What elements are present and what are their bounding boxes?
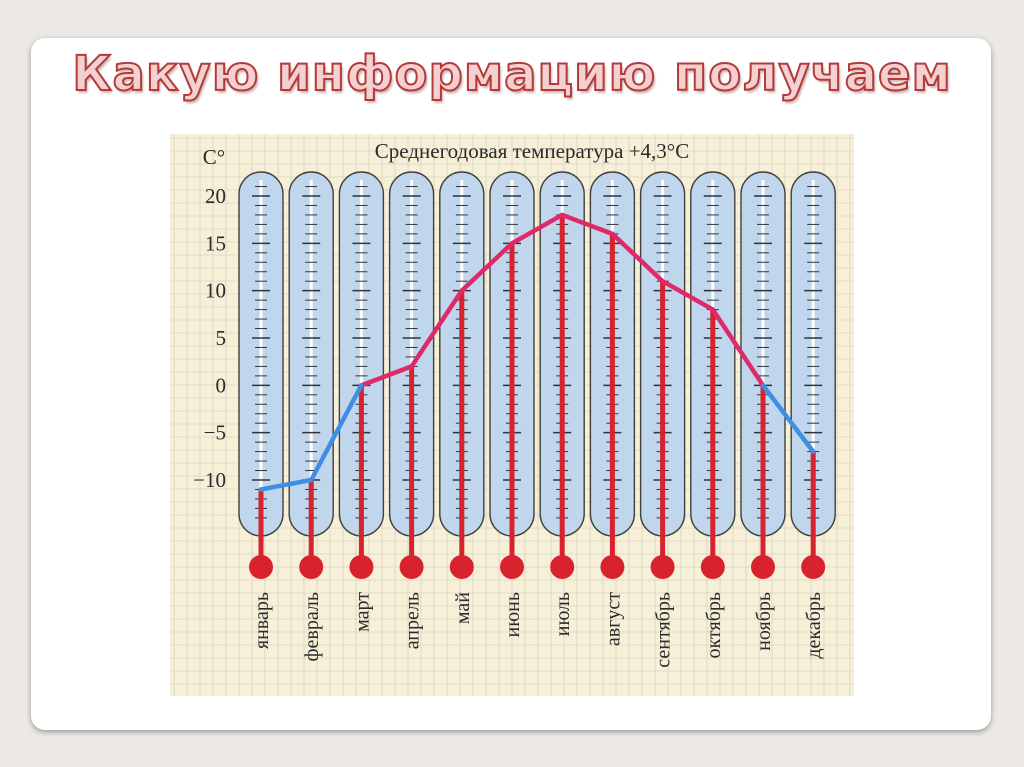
data-point: [560, 212, 565, 218]
data-point: [509, 241, 515, 246]
data-point: [710, 307, 715, 312]
data-point: [760, 383, 766, 388]
y-tick-label: −5: [204, 421, 226, 445]
chart-title: Среднегодовая температура +4,3°С: [375, 139, 689, 163]
y-axis-ticks: 20 15 10 5 0 −5 −10: [193, 184, 226, 492]
mercury-bulb: [600, 555, 625, 579]
month-label: декабрь: [803, 592, 825, 659]
y-tick-label: 0: [216, 373, 227, 397]
thermometer: [790, 171, 836, 579]
line-segment: [359, 364, 414, 388]
slide-title: Какую информацию получаем: [71, 45, 952, 103]
y-axis-label: С°: [203, 145, 225, 169]
y-tick-label: 5: [216, 326, 227, 350]
mercury-bulb: [500, 555, 524, 579]
month-label: февраль: [301, 592, 323, 661]
mercury-bulb: [399, 555, 424, 579]
data-point: [459, 288, 464, 293]
mercury-bulb: [550, 555, 575, 579]
data-point: [409, 364, 414, 369]
data-point: [610, 231, 615, 237]
data-point: [359, 383, 364, 388]
mercury-bulb: [249, 555, 273, 579]
temperature-line: [258, 212, 816, 492]
month-label: апрель: [402, 592, 424, 649]
line-segment: [308, 383, 364, 483]
mercury-bulb: [349, 555, 374, 579]
month-label: март: [351, 592, 373, 632]
month-label: июнь: [502, 592, 524, 637]
line-segment: [559, 212, 615, 237]
y-tick-label: 10: [205, 279, 226, 303]
thermometer: [690, 171, 736, 579]
thermometer: [238, 171, 284, 579]
month-label: ноябрь: [753, 592, 775, 651]
mercury-bulb: [700, 555, 725, 579]
line-segment: [760, 383, 816, 454]
y-tick-label: 15: [205, 231, 226, 255]
month-label: сентябрь: [653, 592, 675, 668]
mercury-bulb: [299, 555, 324, 579]
line-segment: [710, 307, 766, 388]
thermometer: [539, 171, 585, 579]
line-segment: [660, 278, 716, 312]
month-label: август: [602, 592, 624, 646]
mercury-bulb: [449, 555, 474, 579]
line-segment: [509, 212, 565, 246]
line-segment: [258, 477, 314, 492]
line-segment: [610, 231, 665, 284]
month-label: январь: [251, 592, 273, 649]
month-labels: январь февраль март апрель май июнь июль август…: [251, 592, 825, 668]
thermometer: [388, 171, 435, 579]
line-segment: [459, 241, 515, 293]
y-tick-label: 20: [205, 184, 226, 208]
thermometer: [288, 171, 334, 579]
thermometer: [439, 171, 485, 579]
thermometer: [589, 171, 636, 579]
line-segment: [409, 288, 465, 369]
data-point: [309, 477, 314, 483]
data-point: [811, 449, 816, 454]
mercury-bulb: [801, 555, 826, 579]
y-tick-label: −10: [193, 468, 226, 492]
thermometer: [740, 171, 786, 579]
thermometer: [489, 171, 535, 579]
month-label: май: [452, 592, 474, 624]
thermometers: [238, 171, 836, 579]
mercury-bulb: [751, 555, 775, 579]
thermometer: [338, 171, 385, 579]
data-point: [660, 279, 665, 284]
mercury-bulb: [650, 555, 675, 579]
temperature-chart: Среднегодовая температура +4,3°С С° 20 15…: [170, 134, 854, 696]
data-point: [258, 487, 264, 492]
month-label: октябрь: [703, 592, 725, 658]
month-label: июль: [552, 592, 574, 636]
thermometer: [639, 171, 686, 579]
